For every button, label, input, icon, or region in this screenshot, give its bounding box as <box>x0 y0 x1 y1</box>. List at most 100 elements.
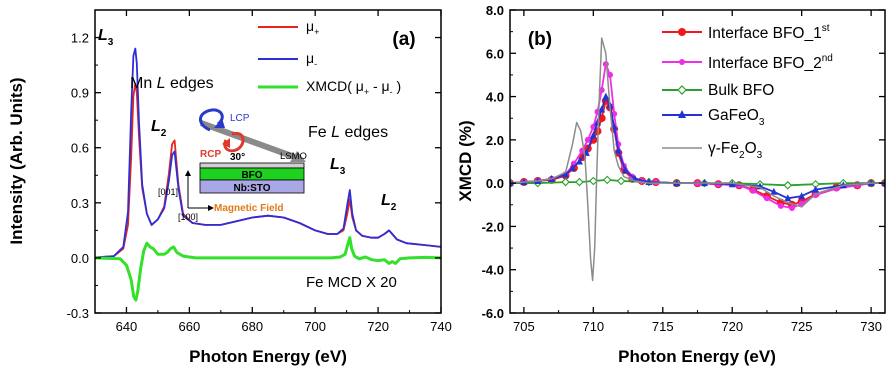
legend-label-interface-1st: Interface BFO_1st <box>708 23 830 42</box>
x-tick-label: 640 <box>116 319 138 334</box>
x-tick-label: 720 <box>367 319 389 334</box>
data-point-interface-bfo-2nd <box>788 205 795 212</box>
x-tick-label: 700 <box>304 319 326 334</box>
data-point-bulk-bfo <box>602 175 612 185</box>
experiment-geometry-inset: BFO Nb:STO LCP RCP 30° LSMO [001] [100] … <box>158 108 307 222</box>
legend-label-interface-2nd: Interface BFO_2nd <box>708 53 833 72</box>
panel-b-x-axis-label: Photon Energy (eV) <box>618 347 776 366</box>
panel-b-series-layer <box>510 37 885 282</box>
x-tick-label: 740 <box>430 319 452 334</box>
inset-axis-100-head <box>208 205 214 211</box>
y-tick-label: 4.0 <box>486 90 504 105</box>
data-point-bulk-bfo <box>561 177 570 187</box>
y-tick-label: 0.3 <box>71 196 89 211</box>
data-point-gafeo3 <box>594 118 601 126</box>
panel-a-chart: BFO Nb:STO LCP RCP 30° LSMO [001] [100] … <box>7 9 452 366</box>
y-tick-label: -2.0 <box>482 219 504 234</box>
panel-b-axes: 705 710 715 720 725 730 -6.0 -4.0 -2.0 0.0 2.0 4.0 6… <box>482 3 886 334</box>
peak-label-fe-l3: L3 <box>330 156 346 177</box>
data-point-bulk-bfo <box>783 181 793 190</box>
y-tick-label: -0.3 <box>67 306 89 321</box>
data-point-gafeo3 <box>562 170 570 178</box>
data-point-interface-bfo-2nd <box>763 195 770 202</box>
data-point-gafeo3 <box>602 92 610 100</box>
peak-label-fe-l2: L2 <box>381 192 397 213</box>
legend-label-gafeo3: GaFeO3 <box>708 107 765 128</box>
y-tick-label: 0.9 <box>71 86 89 101</box>
x-tick-label: 725 <box>791 319 813 334</box>
x-tick-label: 730 <box>860 319 882 334</box>
data-point-gafeo3 <box>569 163 576 171</box>
legend-marker-interface-1st <box>678 28 686 36</box>
y-tick-label: 0.0 <box>486 176 504 191</box>
y-tick-label: 0.6 <box>71 141 89 156</box>
data-point-bulk-bfo <box>575 177 584 187</box>
inset-angle-label: 30° <box>230 152 245 163</box>
panel-a-legend: μ+ μ- XMCD( μ+ - μ- ) <box>258 18 401 97</box>
panel-a-series-layer <box>95 47 441 302</box>
legend-label-mu-minus: μ- <box>306 50 317 69</box>
series-line-xmcd <box>95 236 441 302</box>
data-point-interface-bfo-2nd <box>584 136 591 143</box>
inset-bfo-label: BFO <box>241 170 262 181</box>
x-tick-label: 705 <box>513 319 535 334</box>
data-point-bulk-bfo <box>589 176 598 186</box>
data-point-gafeo3 <box>621 166 629 174</box>
panel-b-chart: 705 710 715 720 725 730 -6.0 -4.0 -2.0 0.0 2.0 4.0 6… <box>456 3 886 366</box>
inset-rcp-label: RCP <box>200 149 221 160</box>
inset-dir-001-label: [001] <box>158 187 178 197</box>
data-point-interface-bfo-2nd <box>777 202 784 209</box>
inset-lcp-arrowhead <box>214 118 225 128</box>
panel-a-plot-frame <box>94 9 442 314</box>
data-point-gafeo3 <box>798 192 806 200</box>
data-point-gafeo3 <box>812 185 820 193</box>
y-tick-label: 0.0 <box>71 251 89 266</box>
inset-lsmo-label: LSMO <box>280 151 307 162</box>
inset-field-label: Magnetic Field <box>214 203 283 214</box>
legend-label-mu-plus: μ+ <box>306 18 319 37</box>
legend-label-bulk-bfo: Bulk BFO <box>708 82 774 99</box>
legend-marker-interface-2nd <box>679 59 685 65</box>
series-line- <box>95 47 441 259</box>
data-point-gafeo3 <box>575 157 583 165</box>
inset-dir-100-label: [100] <box>178 212 198 222</box>
data-point-interface-bfo-2nd <box>750 187 757 194</box>
y-tick-label: -6.0 <box>482 306 504 321</box>
peak-label-mn-l3: L3 <box>98 27 114 48</box>
panel-b-ticks: 705 710 715 720 725 730 -6.0 -4.0 -2.0 0.0 2.0 4.0 6… <box>482 3 885 334</box>
x-tick-label: 710 <box>582 319 604 334</box>
panel-a-y-axis-label: Intensity (Arb. Units) <box>7 77 26 244</box>
panel-a-annotations: L3 L2 L3 L2 Mn L edges Fe L edges Fe MCD… <box>98 27 397 291</box>
panel-a-x-axis-label: Photon Energy (eV) <box>189 347 347 366</box>
x-tick-label: 720 <box>721 319 743 334</box>
inset-substrate-label: Nb:STO <box>233 183 270 194</box>
data-point-gafeo3 <box>784 194 792 202</box>
inset-lsmo-layer <box>199 162 305 169</box>
peak-label-mn-l2: L2 <box>151 118 167 139</box>
series-line-fe2o3 <box>510 37 885 282</box>
data-point-gafeo3 <box>598 105 606 113</box>
x-tick-label: 660 <box>179 319 201 334</box>
mn-edges-label: Mn L edges <box>130 75 214 92</box>
y-tick-label: 6.0 <box>486 46 504 61</box>
inset-beam <box>199 120 302 162</box>
data-point-gafeo3 <box>589 131 597 139</box>
inset-rcp-arrowhead <box>222 138 230 148</box>
panel-a-label: (a) <box>392 29 415 50</box>
panel-a-axes: 640 660 680 700 720 740 -0.3 0.0 0.3 0.6 0.9 1.2 <box>67 9 452 334</box>
panel-b-y-axis-label: XMCD (%) <box>456 120 475 201</box>
y-tick-label: -4.0 <box>482 263 504 278</box>
inset-substrate-layer <box>199 179 305 194</box>
y-tick-label: 2.0 <box>486 133 504 148</box>
panel-b-label: (b) <box>528 29 552 50</box>
panel-b-legend: Interface BFO_1st Interface BFO_2nd Bulk… <box>662 23 833 161</box>
legend-marker-bulk-bfo <box>677 85 687 95</box>
inset-lcp-label: LCP <box>230 113 250 124</box>
fe-edges-label: Fe L edges <box>308 124 388 141</box>
y-tick-label: 8.0 <box>486 3 504 18</box>
legend-label-gamma-fe2o3: γ-Fe2O3 <box>708 140 763 161</box>
x-tick-label: 680 <box>241 319 263 334</box>
x-tick-label: 715 <box>652 319 674 334</box>
inset-rcp-arrow <box>223 131 245 153</box>
